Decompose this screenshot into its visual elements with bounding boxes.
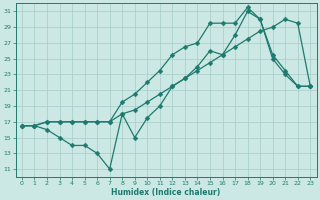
- X-axis label: Humidex (Indice chaleur): Humidex (Indice chaleur): [111, 188, 221, 197]
